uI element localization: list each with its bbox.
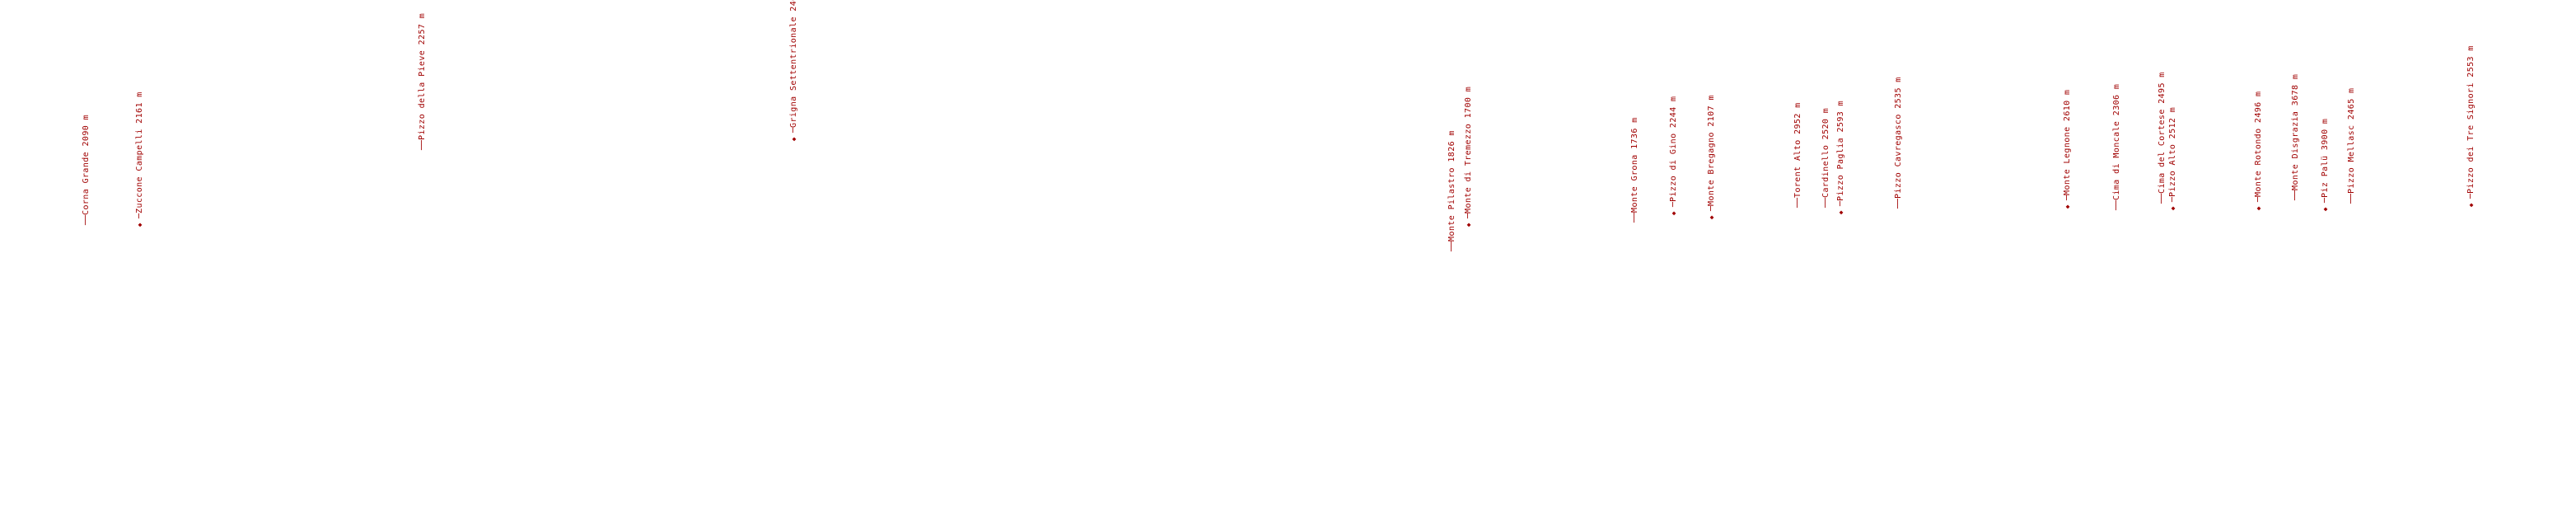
peak-label-rotated: ──Corna Grande 2090 m bbox=[82, 115, 91, 225]
peak-label-text: Monte Rotondo 2496 m bbox=[2254, 91, 2263, 197]
leader-line: ─ bbox=[2063, 195, 2072, 200]
leader-line: ── bbox=[1447, 241, 1456, 251]
leader-line: ─ bbox=[2254, 196, 2263, 202]
leader-line: ─ bbox=[2321, 197, 2330, 203]
peak-label-text: Pizzo della Pieve 2257 m bbox=[418, 12, 427, 140]
peak-label-rotated: ──Torent Alto 2952 m bbox=[1793, 102, 1802, 208]
peak-label-rotated: ──Cardinello 2520 m bbox=[1821, 107, 1830, 208]
peak-label-text: Cima del Cortese 2495 m bbox=[2158, 72, 2167, 194]
peak-label-rotated: ─Grigna Settentrionale 2409 m bbox=[789, 0, 798, 133]
peak-label-text: Pizzo di Gino 2244 m bbox=[1669, 96, 1678, 202]
leader-line: ── bbox=[2112, 199, 2121, 210]
peak-label-text: Monte Bregagno 2107 m bbox=[1707, 95, 1716, 206]
peak-label-text: Pizzo Cavregasco 2535 m bbox=[1894, 77, 1903, 199]
leader-line: ─ bbox=[1707, 205, 1716, 211]
summit-marker-icon: ◆ bbox=[2469, 200, 2474, 209]
peak-label-text: Monte Grona 1736 m bbox=[1630, 117, 1639, 213]
leader-line: ─ bbox=[2168, 196, 2177, 202]
peak-label-rotated: ──Monte Disgrazia 3678 m bbox=[2291, 73, 2300, 200]
peak-label-text: Zuccone Campelli 2161 m bbox=[135, 91, 144, 213]
leader-line: ─ bbox=[2466, 193, 2475, 199]
peak-label-text: Pizzo dei Tre Signori 2553 m bbox=[2466, 45, 2475, 194]
peak-label-rotated: ──Pizzo della Pieve 2257 m bbox=[418, 13, 427, 150]
peak-label-text: Monte Pilastro 1826 m bbox=[1447, 130, 1456, 241]
summit-marker-icon: ◆ bbox=[138, 220, 143, 228]
leader-line: ─ bbox=[1836, 200, 1845, 206]
peak-label-text: Piz Palü 3900 m bbox=[2321, 118, 2330, 198]
leader-line: ── bbox=[1793, 197, 1802, 208]
leader-line: ─ bbox=[1669, 201, 1678, 207]
leader-line: ── bbox=[2291, 190, 2300, 200]
peak-label-rotated: ──Cima del Cortese 2495 m bbox=[2158, 72, 2167, 204]
peak-label-text: Pizzo Paglia 2593 m bbox=[1836, 100, 1845, 201]
leader-line: ─ bbox=[789, 127, 798, 133]
peak-label-rotated: ──Monte Pilastro 1826 m bbox=[1447, 130, 1456, 251]
summit-marker-icon: ◆ bbox=[2256, 204, 2261, 212]
peak-label-rotated: ─Pizzo Alto 2512 m bbox=[2168, 106, 2177, 202]
peak-label-text: Monte Legnone 2610 m bbox=[2063, 89, 2072, 195]
peak-label-rotated: ─Monte di Tremezzo 1700 m bbox=[1464, 86, 1473, 218]
peak-label-text: Pizzo Mellasc 2465 m bbox=[2347, 87, 2356, 194]
peak-label-rotated: ─Pizzo dei Tre Signori 2553 m bbox=[2466, 45, 2475, 199]
leader-line: ── bbox=[2158, 193, 2167, 204]
peak-label-text: Grigna Settentrionale 2409 m bbox=[789, 0, 798, 128]
peak-label-text: Cardinello 2520 m bbox=[1821, 107, 1830, 198]
peak-label-rotated: ──Pizzo Mellasc 2465 m bbox=[2347, 87, 2356, 204]
leader-line: ── bbox=[1821, 197, 1830, 208]
summit-marker-icon: ◆ bbox=[2323, 204, 2328, 213]
peak-label-rotated: ──Cima di Moncale 2306 m bbox=[2112, 83, 2121, 210]
peak-label-text: Cima di Moncale 2306 m bbox=[2112, 83, 2121, 200]
leader-line: ── bbox=[418, 139, 427, 150]
peak-label-text: Pizzo Alto 2512 m bbox=[2168, 106, 2177, 197]
peak-label-text: Corna Grande 2090 m bbox=[82, 114, 91, 215]
peak-label-rotated: ─Piz Palü 3900 m bbox=[2321, 119, 2330, 203]
peak-label-rotated: ──Monte Grona 1736 m bbox=[1630, 117, 1639, 223]
summit-marker-icon: ◆ bbox=[792, 134, 797, 143]
summit-marker-icon: ◆ bbox=[2065, 202, 2070, 210]
summit-marker-icon: ◆ bbox=[1709, 213, 1714, 221]
summit-marker-icon: ◆ bbox=[2171, 204, 2176, 212]
leader-line: ── bbox=[82, 214, 91, 225]
peak-label-rotated: ─Pizzo Paglia 2593 m bbox=[1836, 100, 1845, 206]
summit-marker-icon: ◆ bbox=[1466, 220, 1471, 228]
peak-label-text: Torent Alto 2952 m bbox=[1793, 102, 1802, 198]
peak-label-text: Monte Disgrazia 3678 m bbox=[2291, 73, 2300, 190]
leader-line: ── bbox=[1894, 198, 1903, 209]
peak-label-rotated: ─Zuccone Campelli 2161 m bbox=[135, 91, 144, 218]
leader-line: ── bbox=[2347, 193, 2356, 204]
leader-line: ─ bbox=[135, 213, 144, 218]
peak-label-rotated: ─Monte Bregagno 2107 m bbox=[1707, 95, 1716, 211]
leader-line: ─ bbox=[1464, 213, 1473, 218]
peak-label-text: Monte di Tremezzo 1700 m bbox=[1464, 86, 1473, 213]
summit-marker-icon: ◆ bbox=[1839, 208, 1844, 216]
summit-marker-icon: ◆ bbox=[1671, 209, 1676, 217]
peak-label-rotated: ─Pizzo di Gino 2244 m bbox=[1669, 96, 1678, 207]
peak-label-rotated: ─Monte Rotondo 2496 m bbox=[2254, 91, 2263, 202]
leader-line: ── bbox=[1630, 212, 1639, 223]
peak-label-rotated: ─Monte Legnone 2610 m bbox=[2063, 89, 2072, 200]
peak-label-rotated: ──Pizzo Cavregasco 2535 m bbox=[1894, 77, 1903, 209]
